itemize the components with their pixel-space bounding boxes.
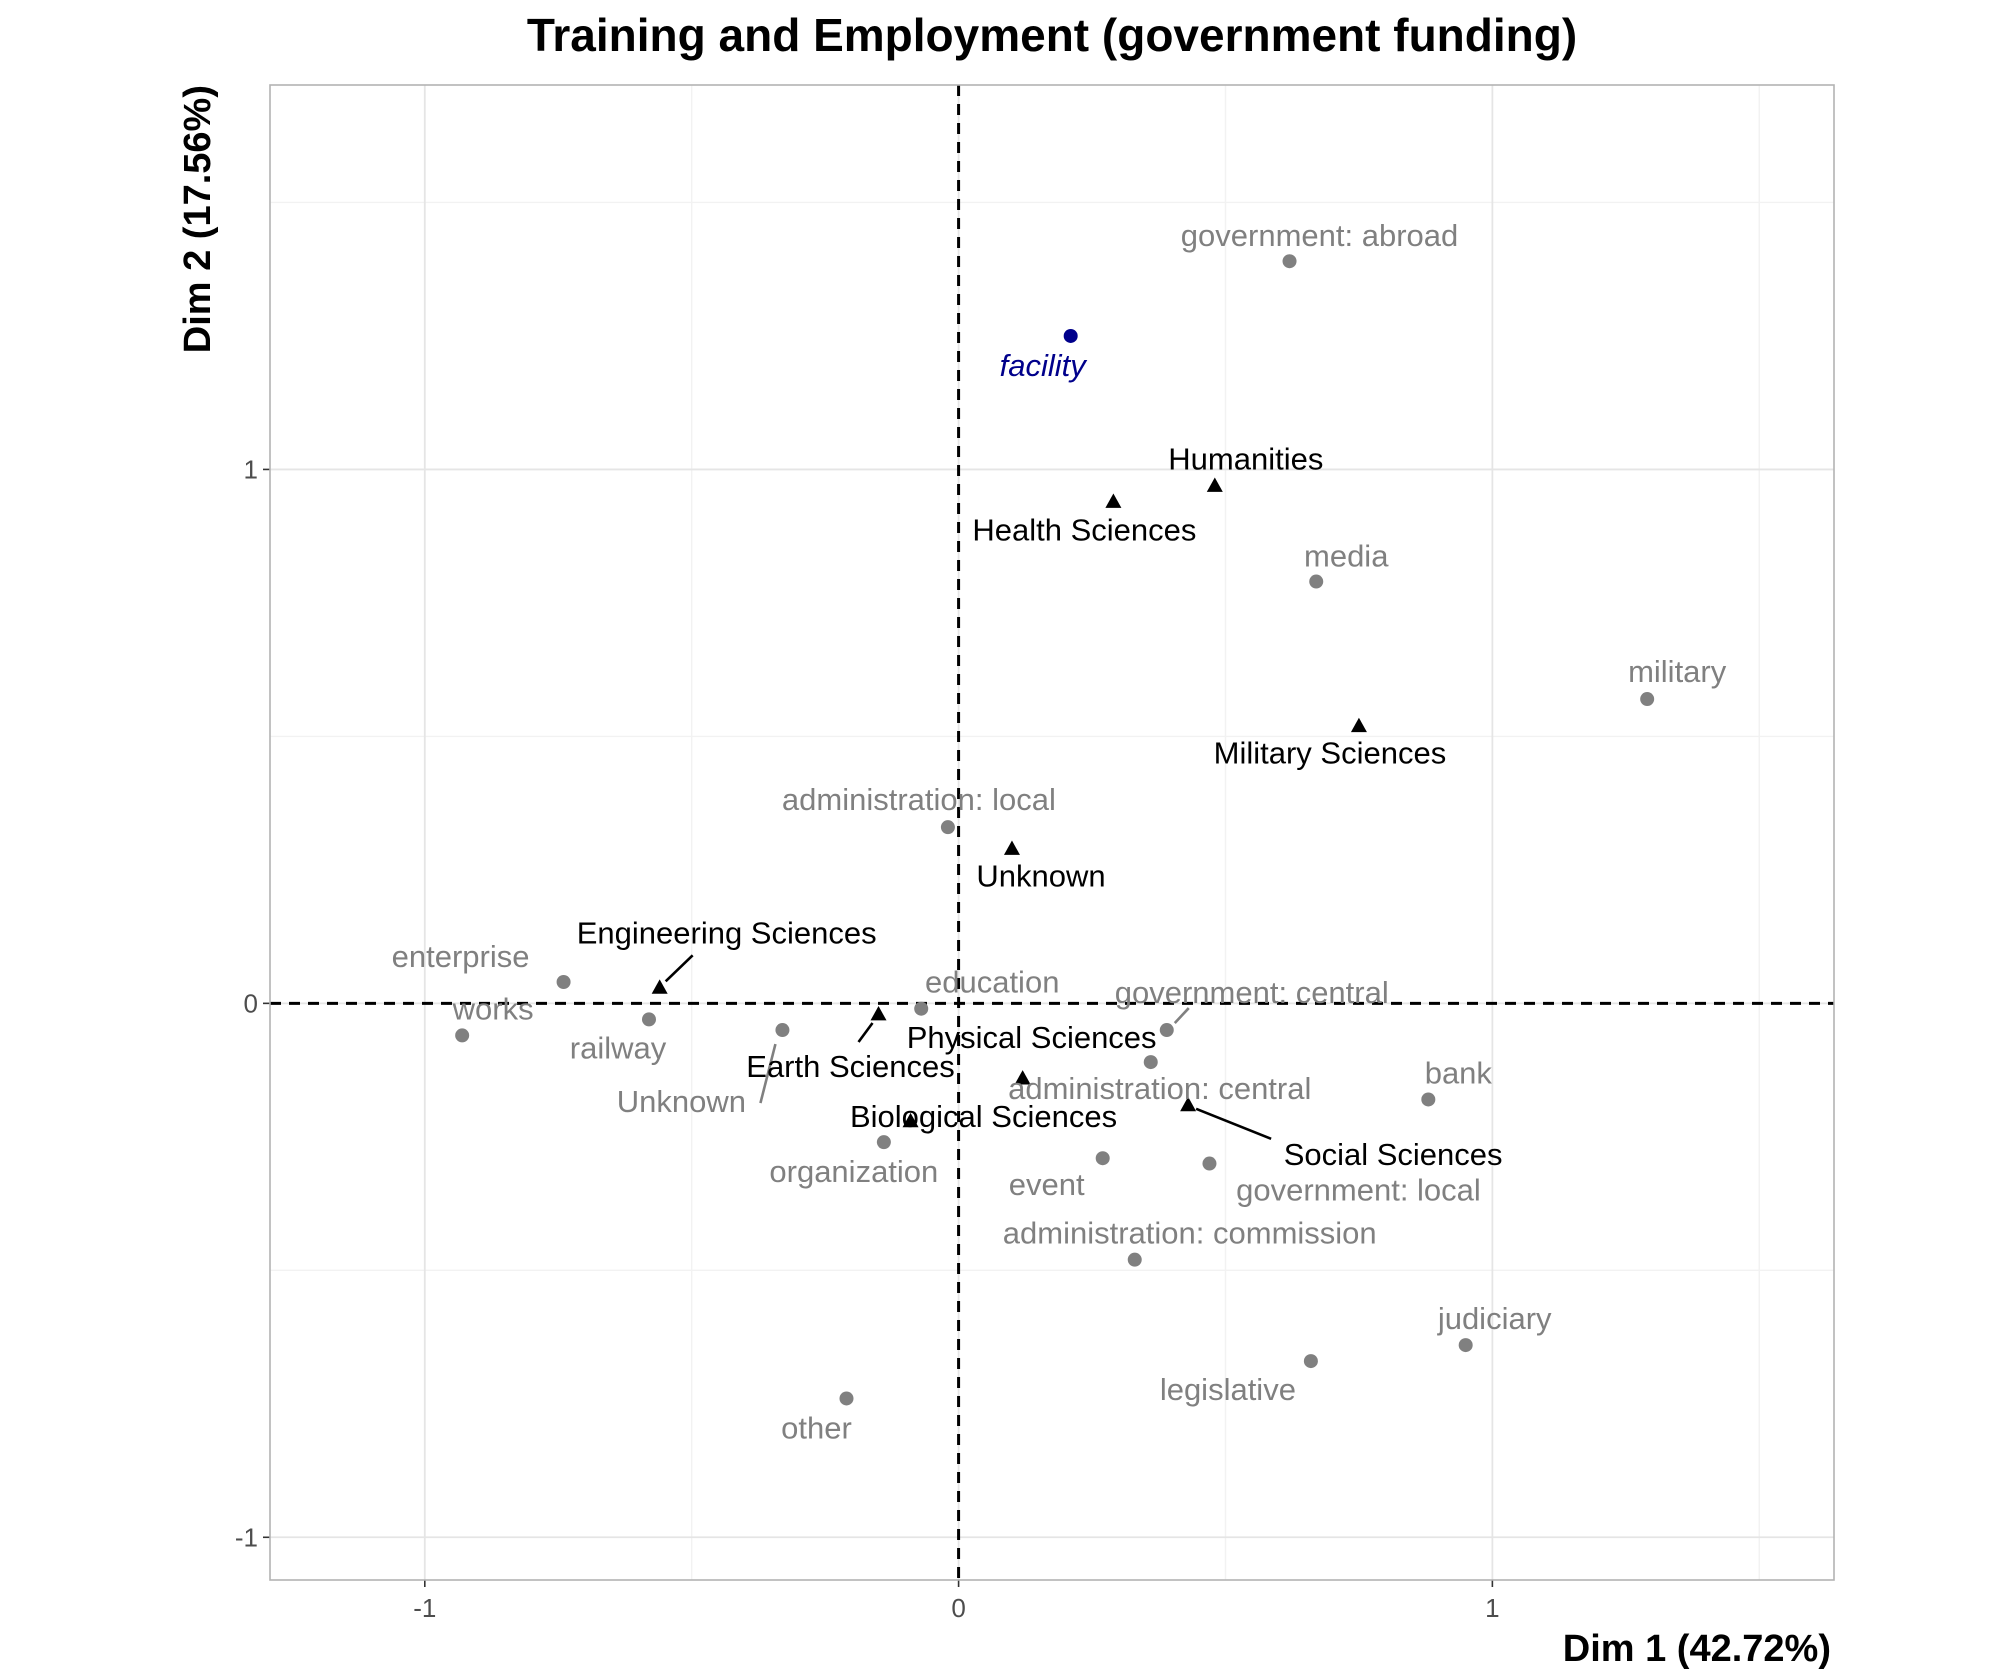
point-marker-circle <box>775 1023 790 1038</box>
point-marker-triangle <box>870 1006 887 1021</box>
axis-ticks: -1 0 1 -1 0 1 <box>235 454 1500 1623</box>
point-label: Military Sciences <box>1214 736 1447 771</box>
point-marker-circle <box>1095 1151 1110 1166</box>
point-label: administration: local <box>782 782 1056 817</box>
y-tick-label: 1 <box>244 454 258 484</box>
point-label: organization <box>769 1154 938 1189</box>
point-label: government: local <box>1236 1173 1481 1208</box>
point-label: judiciary <box>1437 1301 1552 1336</box>
point-markers <box>455 254 1655 1406</box>
panel-border <box>269 84 1835 1581</box>
point-label: Unknown <box>976 859 1105 894</box>
point-label: works <box>452 991 534 1026</box>
x-tick-label: -1 <box>413 1593 436 1623</box>
y-tick-label: 0 <box>244 988 258 1018</box>
point-marker-circle <box>1159 1023 1174 1038</box>
x-tick-label: 1 <box>1485 1593 1499 1623</box>
point-label: bank <box>1425 1055 1493 1090</box>
label-connector <box>1173 1007 1190 1024</box>
point-label: Engineering Sciences <box>577 915 877 950</box>
point-label: government: abroad <box>1181 218 1458 253</box>
point-marker-triangle <box>651 979 668 994</box>
point-marker-circle <box>914 1001 929 1016</box>
point-marker-triangle <box>1350 717 1367 733</box>
y-tick-label: -1 <box>235 1522 258 1552</box>
label-connector <box>664 954 694 983</box>
point-marker-circle <box>1282 254 1297 269</box>
point-label: military <box>1628 654 1727 689</box>
point-marker-triangle <box>1003 840 1020 855</box>
point-marker-circle <box>1303 1354 1318 1369</box>
point-marker-circle <box>455 1028 470 1043</box>
point-label: Biological Sciences <box>850 1099 1117 1134</box>
point-marker-triangle <box>1105 493 1122 508</box>
point-marker-circle <box>940 820 955 835</box>
x-axis-title: Dim 1 (42.72%) <box>1563 1628 1831 1670</box>
point-label: enterprise <box>392 939 530 974</box>
point-marker-triangle <box>1206 477 1223 492</box>
point-label: education <box>925 965 1059 1000</box>
x-tick-label: 0 <box>951 1593 965 1623</box>
point-marker-circle <box>1202 1156 1217 1171</box>
y-axis-title: Dim 2 (17.56%) <box>177 85 219 353</box>
point-label: administration: central <box>1008 1071 1311 1106</box>
grid-lines <box>270 85 1834 1580</box>
point-label: Humanities <box>1168 441 1323 476</box>
point-marker-triangle <box>1180 1096 1197 1112</box>
point-marker-circle <box>839 1391 854 1406</box>
point-marker-circle <box>1143 1055 1158 1070</box>
point-labels: government: abroad media military administr… <box>392 218 1727 1445</box>
point-label: Health Sciences <box>972 512 1196 547</box>
label-connectors <box>664 954 1272 1141</box>
point-marker-circle <box>1458 1338 1473 1353</box>
point-label: administration: commission <box>1003 1216 1377 1251</box>
label-connector <box>1195 1107 1272 1141</box>
point-marker-circle <box>876 1135 891 1150</box>
point-label: Earth Sciences <box>746 1049 955 1084</box>
chart-title: Training and Employment (government fund… <box>527 9 1577 61</box>
point-label: government: central <box>1115 975 1389 1010</box>
point-label: media <box>1304 539 1389 574</box>
point-label: event <box>1009 1167 1085 1202</box>
point-label: legislative <box>1160 1372 1296 1407</box>
point-label: Social Sciences <box>1284 1137 1503 1172</box>
label-connector <box>857 1022 874 1043</box>
point-marker-circle <box>1063 328 1078 343</box>
point-marker-circle <box>1640 692 1655 707</box>
point-marker-triangle <box>1014 1070 1031 1085</box>
point-marker-circle <box>556 975 571 989</box>
point-label: Unknown <box>617 1084 746 1119</box>
point-marker-circle <box>1309 574 1324 589</box>
point-marker-circle <box>1127 1252 1142 1267</box>
point-label: railway <box>570 1030 667 1065</box>
label-connector <box>759 1043 777 1104</box>
point-label: facility <box>1000 348 1089 383</box>
point-marker-circle <box>1421 1092 1436 1107</box>
point-label: other <box>781 1410 852 1445</box>
reference-lines <box>270 85 1834 1580</box>
point-marker-triangle <box>902 1112 919 1128</box>
point-label: Physical Sciences <box>907 1020 1157 1055</box>
point-marker-circle <box>641 1012 656 1027</box>
